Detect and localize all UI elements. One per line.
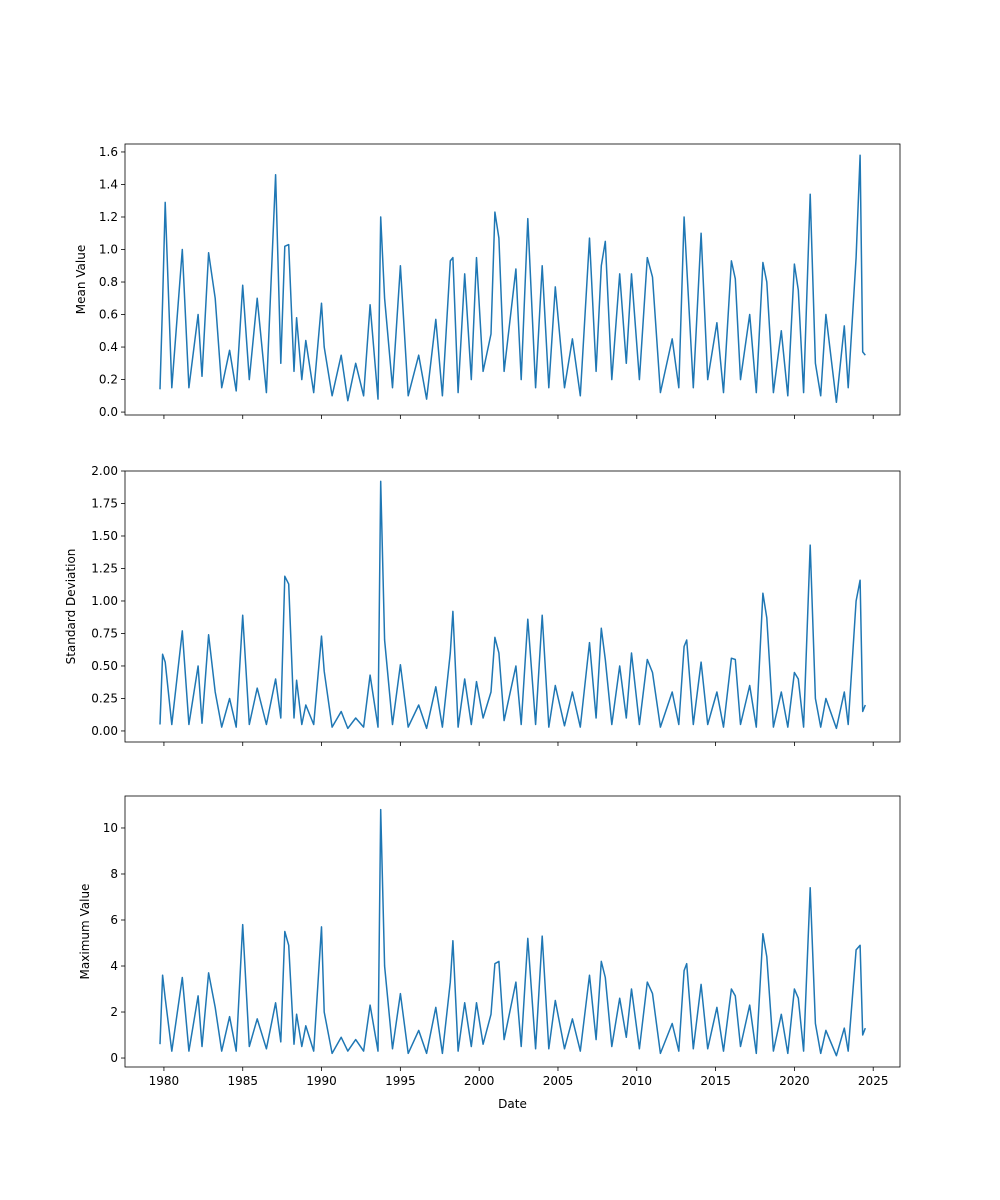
y-tick-label: 1.6 bbox=[99, 145, 118, 159]
y-tick-label: 1.50 bbox=[91, 529, 118, 543]
y-axis-label: Standard Deviation bbox=[64, 549, 78, 665]
x-tick-label: 2015 bbox=[700, 1074, 731, 1088]
y-tick-label: 8 bbox=[110, 867, 118, 881]
y-tick-label: 0.0 bbox=[99, 405, 118, 419]
y-tick-label: 0.8 bbox=[99, 275, 118, 289]
x-tick-label: 2000 bbox=[464, 1074, 495, 1088]
y-tick-label: 0.75 bbox=[91, 626, 118, 640]
y-axis-label: Maximum Value bbox=[78, 884, 92, 980]
y-tick-label: 0.00 bbox=[91, 724, 118, 738]
y-tick-label: 4 bbox=[110, 959, 118, 973]
subplot-std: 0.00 0.25 0.50 0.75 1.00 1.25 1.50 1.75 2.00 Stan… bbox=[64, 464, 901, 746]
axes-frame bbox=[124, 470, 901, 743]
y-tick-label: 1.75 bbox=[91, 496, 118, 510]
subplot-mean: 0.0 0.2 0.4 0.6 0.8 1.0 1.2 1.4 1.6 Mean Value bbox=[74, 143, 901, 419]
y-tick-label: 0.50 bbox=[91, 659, 118, 673]
y-tick-label: 0.6 bbox=[99, 308, 118, 322]
axes-frame bbox=[124, 795, 901, 1068]
x-tick-label: 1985 bbox=[227, 1074, 258, 1088]
x-tick-label: 2020 bbox=[779, 1074, 810, 1088]
series-line-mean bbox=[159, 154, 866, 404]
y-tick-label: 1.2 bbox=[99, 210, 118, 224]
subplot-max: 0 2 4 6 8 10 1980 1985 1990 1995 2000 2005 2010 2015 2… bbox=[78, 795, 901, 1111]
y-tick-label: 6 bbox=[110, 913, 118, 927]
y-tick-label: 0 bbox=[110, 1051, 118, 1065]
y-tick-label: 2 bbox=[110, 1005, 118, 1019]
y-tick-label: 0.4 bbox=[99, 340, 118, 354]
y-tick-label: 1.00 bbox=[91, 594, 118, 608]
x-tick-label: 1990 bbox=[306, 1074, 337, 1088]
x-tick-label: 2005 bbox=[543, 1074, 574, 1088]
y-tick-label: 10 bbox=[103, 821, 118, 835]
x-tick-label: 2025 bbox=[858, 1074, 889, 1088]
y-tick-label: 0.25 bbox=[91, 691, 118, 705]
y-tick-label: 1.4 bbox=[99, 177, 118, 191]
series-line-std bbox=[159, 480, 866, 730]
series-line-max bbox=[159, 808, 867, 1057]
axes-frame bbox=[124, 143, 901, 416]
y-tick-label: 1.25 bbox=[91, 561, 118, 575]
y-tick-label: 2.00 bbox=[91, 464, 118, 478]
x-tick-label: 1980 bbox=[149, 1074, 180, 1088]
y-axis-label: Mean Value bbox=[74, 245, 88, 314]
y-tick-label: 0.2 bbox=[99, 373, 118, 387]
x-tick-label: 2010 bbox=[622, 1074, 653, 1088]
y-tick-label: 1.0 bbox=[99, 243, 118, 257]
x-tick-label: 1995 bbox=[385, 1074, 416, 1088]
x-axis-label: Date bbox=[498, 1097, 527, 1111]
